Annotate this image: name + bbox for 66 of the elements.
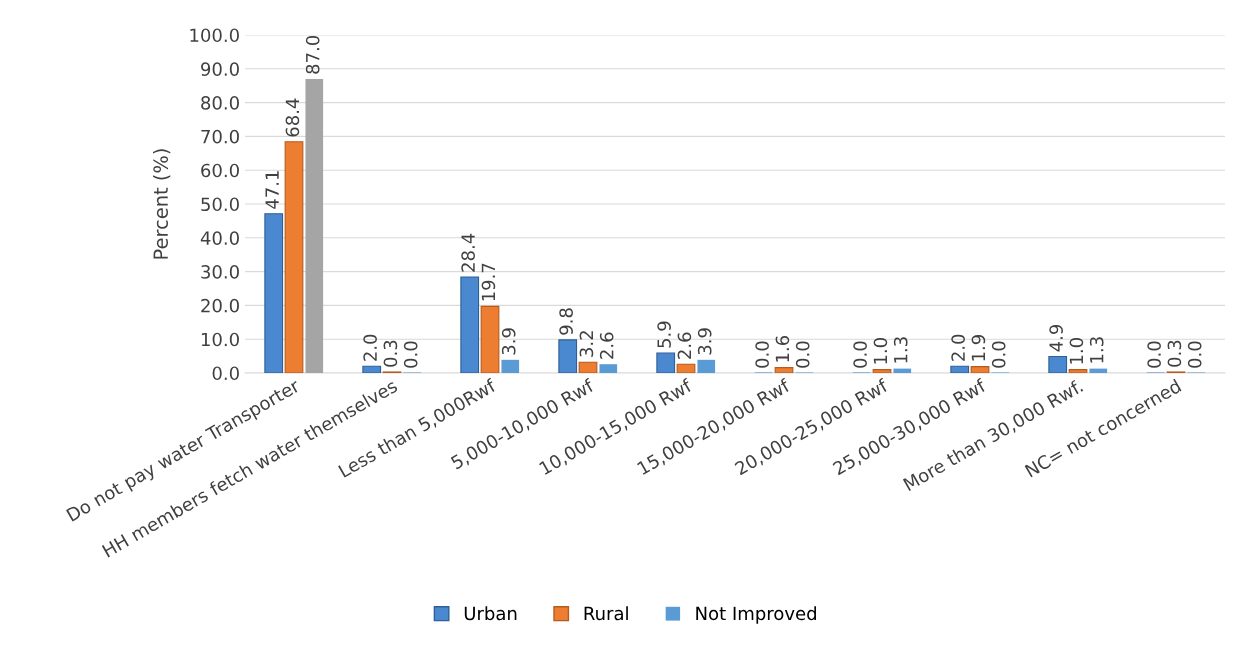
y-tick-label: 30.0 <box>201 265 239 279</box>
bar <box>697 359 716 373</box>
data-label: 68.4 <box>285 98 300 137</box>
legend-label: Urban <box>464 606 517 621</box>
bar <box>362 365 382 373</box>
data-label: 0.0 <box>991 341 1006 368</box>
y-tick-label: 40.0 <box>200 231 239 245</box>
bar <box>264 213 284 373</box>
data-label: 3.9 <box>697 328 712 355</box>
data-label: 1.9 <box>971 335 986 361</box>
data-label: 0.0 <box>1187 341 1202 368</box>
bar <box>656 352 676 373</box>
legend-label: Not Improved <box>696 606 816 624</box>
data-label: 2.6 <box>599 332 614 359</box>
y-tick-label: 20.0 <box>201 298 239 313</box>
data-label: 28.4 <box>461 233 475 272</box>
bar <box>460 276 480 373</box>
y-tick-label: 90.0 <box>201 62 239 76</box>
data-label: 5.9 <box>657 321 671 348</box>
bar <box>480 305 500 373</box>
data-label: 3.2 <box>579 331 594 357</box>
bar <box>501 359 520 373</box>
data-label: 1.6 <box>775 335 790 362</box>
data-label: 87.0 <box>305 35 320 74</box>
y-tick-label: 70.0 <box>201 129 239 144</box>
data-label: 0.0 <box>853 341 867 368</box>
data-label: 0.3 <box>1167 340 1182 367</box>
data-label: 1.3 <box>893 337 908 363</box>
y-tick-label: 10.0 <box>201 332 239 347</box>
data-label: 1.0 <box>1069 338 1084 364</box>
y-tick-label: 100.0 <box>190 28 239 43</box>
legend-label: Rural <box>584 606 628 621</box>
data-label: 0.0 <box>403 341 418 368</box>
y-tick-label: 80.0 <box>201 96 239 110</box>
bar <box>284 141 304 373</box>
bar <box>1089 368 1108 373</box>
data-label: 19.7 <box>481 263 496 301</box>
data-label: 0.0 <box>795 341 810 368</box>
data-label: 9.8 <box>559 308 573 335</box>
bar <box>599 364 618 373</box>
y-tick-label: 60.0 <box>201 163 239 178</box>
data-label: 0.0 <box>755 341 769 368</box>
y-axis-title: Percent (%) <box>152 149 171 259</box>
y-tick-label: 0.0 <box>212 366 239 381</box>
bar <box>970 366 990 373</box>
bar <box>558 339 578 373</box>
data-label: 2.0 <box>363 334 377 361</box>
bar <box>774 367 794 373</box>
y-tick-label: 50.0 <box>201 197 239 212</box>
data-label: 1.3 <box>1089 337 1104 363</box>
bar <box>1068 369 1088 373</box>
data-label: 3.9 <box>501 328 516 355</box>
bar <box>893 368 912 373</box>
bar <box>305 78 324 373</box>
bar <box>872 369 892 373</box>
bar <box>676 363 696 373</box>
data-label: 2.6 <box>677 332 692 359</box>
data-label: 0.3 <box>383 340 398 367</box>
data-label: 2.0 <box>951 334 965 361</box>
data-label: 4.9 <box>1049 324 1063 352</box>
bar <box>1048 355 1068 373</box>
bar <box>950 365 970 373</box>
data-label: 47.1 <box>265 171 279 209</box>
data-label: 1.0 <box>873 338 888 364</box>
bar <box>578 361 598 373</box>
data-label: 0.0 <box>1147 341 1161 368</box>
